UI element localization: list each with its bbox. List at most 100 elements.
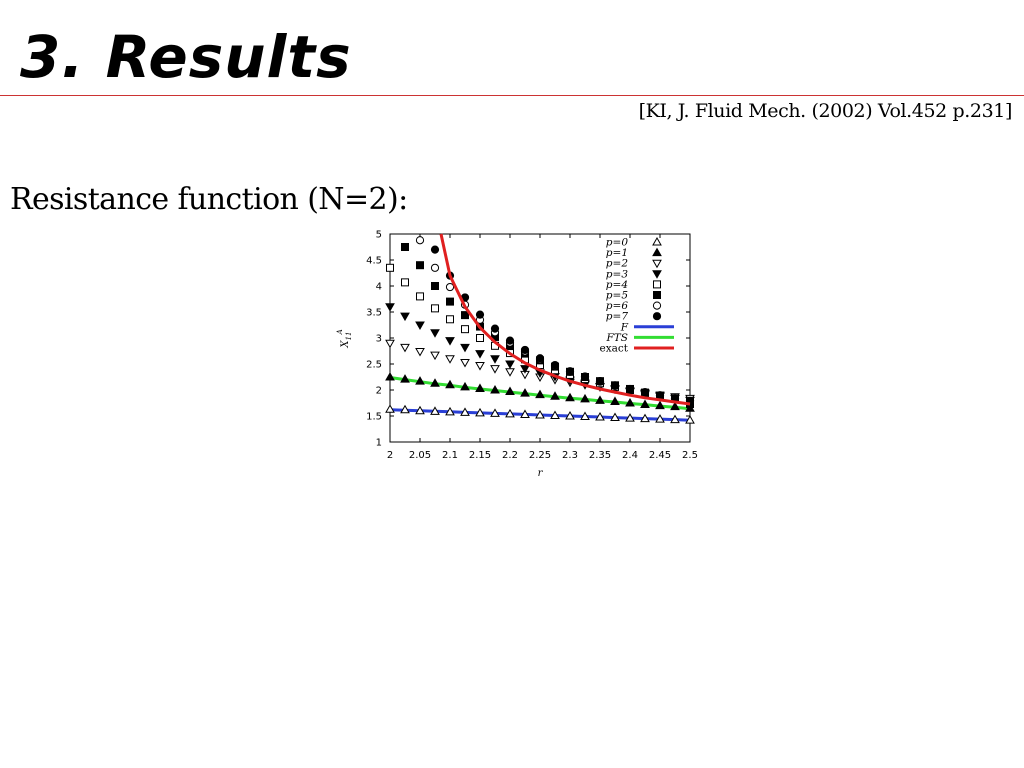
legend-label: p=3 [606,268,629,280]
legend-marker [652,247,662,257]
data-point-p1 [430,378,440,387]
data-point-p6 [445,282,455,292]
data-point-p1 [655,400,665,410]
legend-label: p=4 [606,279,628,291]
data-point-p1 [445,379,455,389]
data-point-p2 [475,362,485,371]
legend-marker [652,312,662,321]
data-point-p7 [625,384,635,394]
legend-label: F [620,321,629,333]
data-point-p0 [625,413,635,422]
data-point-p7 [565,367,575,376]
data-point-p0 [490,408,500,417]
data-point-p3 [505,360,515,370]
resistance-function-chart: 2 2.05 2.1 2.15 2.2 2.25 2.3 2.35 2.4 2.45 2.5 1 1.5… [336,230,698,480]
data-point-p5 [446,297,454,306]
data-point-p2 [430,351,440,361]
legend-marker [652,236,662,246]
x-tick-label: 2.25 [529,450,551,461]
legend-label: p=7 [606,311,629,323]
y-tick-label: 3 [376,334,382,345]
data-point-p3 [445,337,455,346]
data-point-p0 [400,404,410,414]
x-axis-label: r [538,468,544,479]
section-heading: Resistance function (N=2): [10,182,408,217]
data-point-p3 [430,329,440,338]
data-point-p1 [610,396,620,405]
legend-marker [653,291,661,299]
data-point-p0 [475,407,485,417]
y-tick-label: 3.5 [366,308,382,319]
data-point-p5 [401,243,409,251]
x-tick-label: 2.35 [589,450,611,461]
data-point-p3 [400,312,410,322]
y-tick-label: 4.5 [366,256,382,267]
data-point-p1 [640,399,650,409]
data-point-p0 [385,404,395,413]
data-point-p0 [610,412,620,422]
data-point-p1 [580,393,590,403]
legend-marker [652,270,662,279]
data-point-p0 [685,415,695,424]
data-point-p0 [430,406,440,415]
data-point-p0 [460,407,470,416]
data-point-p3 [475,350,485,359]
data-point-p7 [430,245,440,254]
data-point-p3 [415,321,425,331]
data-point-p7 [550,360,560,370]
data-point-p6 [430,263,440,272]
data-point-p0 [655,414,665,423]
data-point-p4 [431,304,439,313]
x-tick-label: 2.1 [442,450,458,461]
legend-label: p=6 [606,300,629,312]
data-point-p1 [400,374,410,383]
data-point-p4 [386,263,394,272]
x-tick-label: 2.4 [622,450,638,461]
data-point-p4 [416,292,424,301]
data-point-p0 [535,409,545,419]
data-point-p0 [445,406,455,416]
data-point-p1 [475,383,485,392]
data-point-p1 [460,381,470,391]
data-point-p2 [445,355,455,364]
data-point-p0 [670,414,680,424]
data-point-p2 [385,339,395,349]
x-tick-label: 2.2 [502,450,518,461]
data-point-p5 [431,282,439,290]
series-line-exact [439,233,691,406]
data-point-p0 [415,405,425,415]
x-tick-label: 2.5 [682,450,698,461]
legend-label: p=2 [606,258,629,270]
data-point-p7 [580,372,590,381]
data-point-p6 [415,236,425,245]
data-point-p1 [550,391,560,400]
data-point-p7 [490,324,500,333]
data-point-p7 [640,387,650,397]
y-tick-label: 2 [376,386,382,397]
data-point-p0 [505,408,515,418]
data-point-p5 [461,311,469,320]
data-point-p0 [640,413,650,423]
legend-marker [652,301,662,310]
data-point-p4 [401,278,409,287]
y-tick-label: 1 [376,438,382,449]
data-point-p7 [595,377,605,386]
legend-label: p=0 [606,237,629,249]
x-tick-label: 2.3 [562,450,578,461]
data-point-p3 [520,365,530,374]
data-point-p7 [655,391,665,400]
data-point-p1 [595,395,605,404]
y-tick-label: 5 [376,230,382,241]
data-point-p7 [610,381,620,390]
data-point-p3 [490,355,500,364]
y-tick-label: 1.5 [366,412,382,423]
title-divider [0,95,1024,96]
x-tick-label: 2 [387,450,393,461]
data-point-p7 [505,336,515,345]
data-point-p2 [460,358,470,368]
data-point-p1 [520,388,530,397]
data-point-p2 [490,365,500,374]
data-point-p1 [670,401,680,411]
x-tick-label: 2.05 [409,450,431,461]
